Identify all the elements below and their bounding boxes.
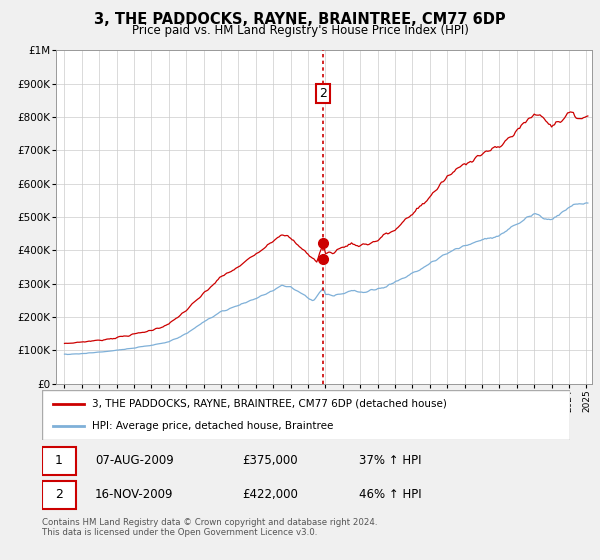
Text: £422,000: £422,000 — [242, 488, 299, 501]
Text: 1: 1 — [55, 454, 63, 467]
Text: 16-NOV-2009: 16-NOV-2009 — [95, 488, 173, 501]
Text: 2: 2 — [55, 488, 63, 501]
Text: Price paid vs. HM Land Registry's House Price Index (HPI): Price paid vs. HM Land Registry's House … — [131, 24, 469, 37]
FancyBboxPatch shape — [42, 481, 76, 509]
FancyBboxPatch shape — [42, 447, 76, 475]
Text: 3, THE PADDOCKS, RAYNE, BRAINTREE, CM77 6DP: 3, THE PADDOCKS, RAYNE, BRAINTREE, CM77 … — [94, 12, 506, 27]
Text: 37% ↑ HPI: 37% ↑ HPI — [359, 454, 421, 467]
Text: 3, THE PADDOCKS, RAYNE, BRAINTREE, CM77 6DP (detached house): 3, THE PADDOCKS, RAYNE, BRAINTREE, CM77 … — [92, 399, 447, 409]
Text: £375,000: £375,000 — [242, 454, 298, 467]
Text: 07-AUG-2009: 07-AUG-2009 — [95, 454, 173, 467]
Text: 2: 2 — [319, 87, 327, 100]
Text: 46% ↑ HPI: 46% ↑ HPI — [359, 488, 421, 501]
Text: Contains HM Land Registry data © Crown copyright and database right 2024.
This d: Contains HM Land Registry data © Crown c… — [42, 518, 377, 538]
Text: HPI: Average price, detached house, Braintree: HPI: Average price, detached house, Brai… — [92, 421, 334, 431]
